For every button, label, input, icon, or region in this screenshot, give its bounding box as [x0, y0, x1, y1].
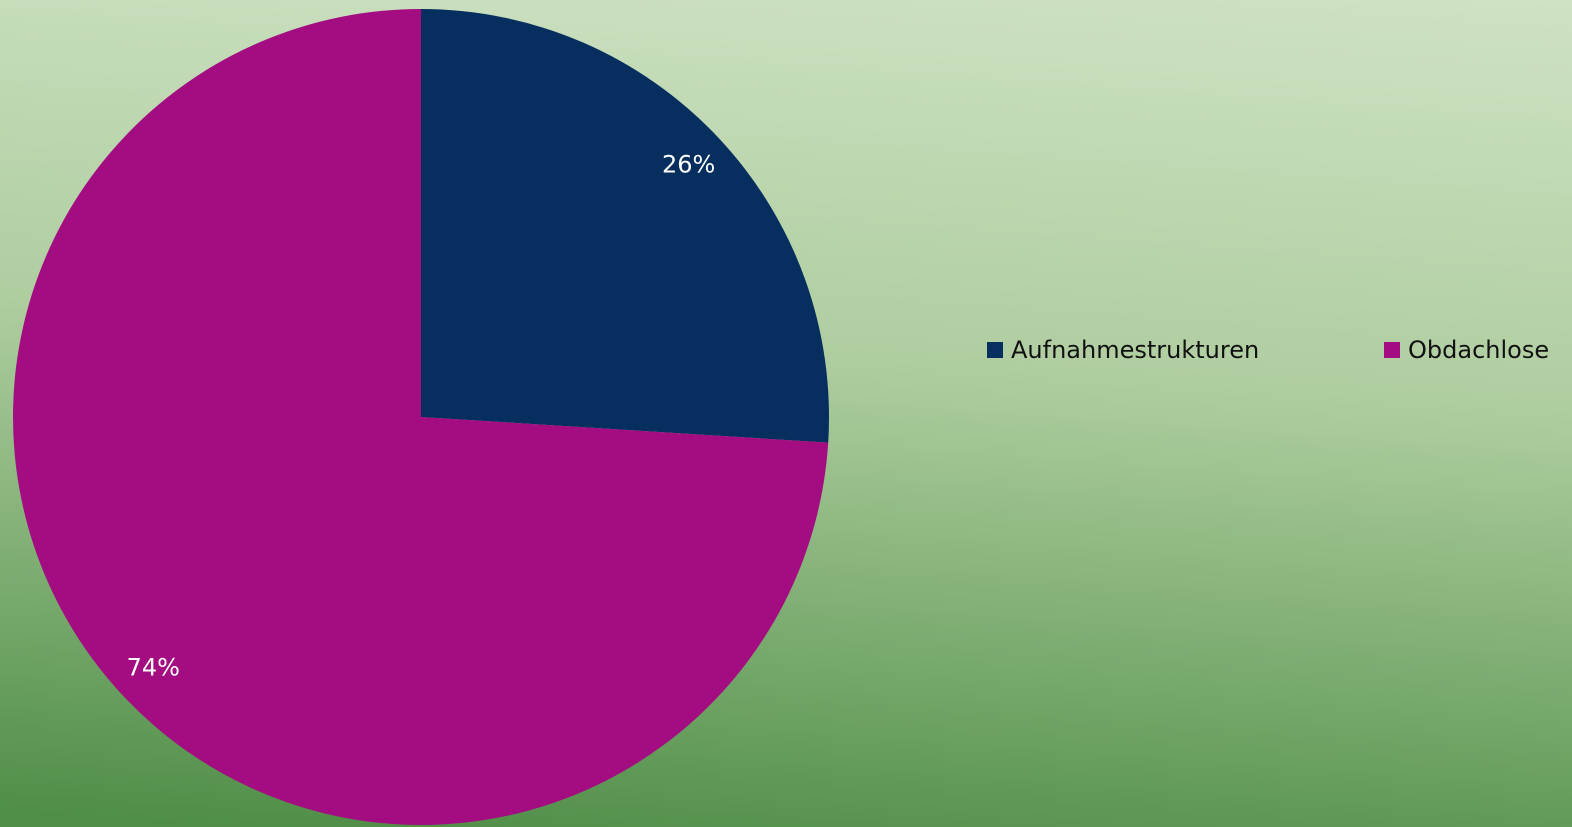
legend-swatch: [1384, 342, 1400, 358]
pie-slice: [421, 9, 829, 443]
pie-slice: [13, 9, 829, 825]
data-label: 26%: [662, 151, 715, 179]
data-label: 74%: [127, 653, 180, 681]
legend-swatch: [987, 342, 1003, 358]
legend-label: Aufnahmestrukturen: [1011, 336, 1259, 364]
legend-label: Obdachlose: [1408, 336, 1549, 364]
